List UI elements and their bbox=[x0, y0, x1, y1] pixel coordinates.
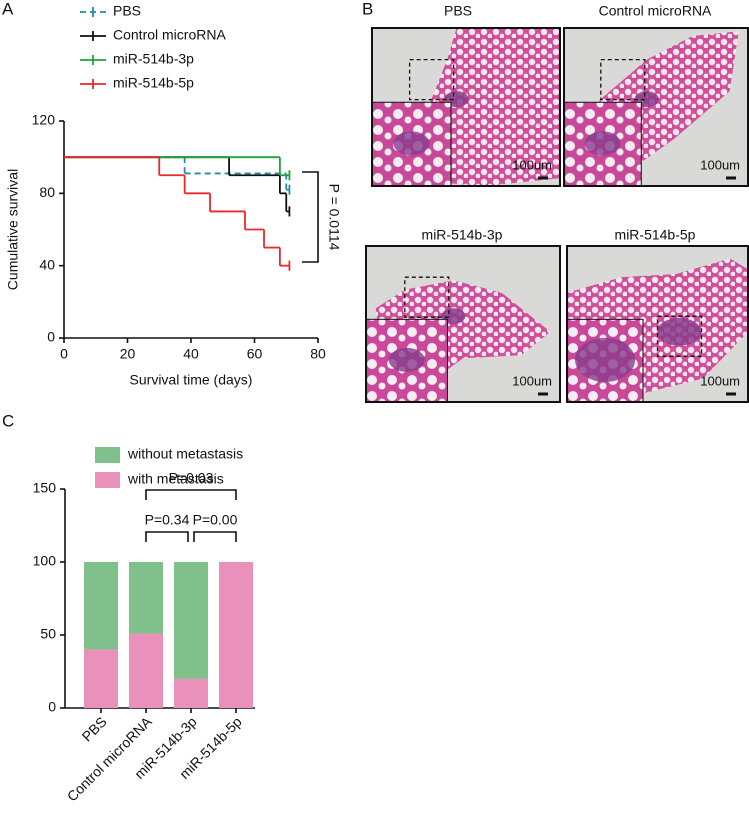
bar-segment bbox=[219, 562, 253, 708]
legend-label: with metastasis bbox=[127, 471, 224, 487]
zoom-box bbox=[600, 58, 646, 101]
x-tick-label: 60 bbox=[247, 346, 263, 362]
tumor-nodule bbox=[657, 317, 702, 346]
x-tick-label: 80 bbox=[310, 346, 326, 362]
image-border bbox=[365, 245, 561, 403]
histology-image: 100um bbox=[566, 245, 749, 403]
p-bracket bbox=[302, 171, 319, 263]
y-tick-label: 0 bbox=[48, 699, 56, 715]
bar-segment bbox=[174, 562, 208, 679]
legend-label: PBS bbox=[113, 3, 141, 19]
legend-label: without metastasis bbox=[127, 446, 243, 462]
scale-label: 100um bbox=[700, 373, 740, 388]
bar-segment bbox=[129, 633, 163, 708]
image-title: Control microRNA bbox=[599, 3, 712, 19]
bar-segment bbox=[129, 562, 163, 634]
image-border bbox=[371, 27, 561, 187]
legend-label: miR-514b-3p bbox=[113, 51, 194, 67]
inset-nodule bbox=[388, 347, 425, 372]
p-value: P = 0.0114 bbox=[326, 184, 342, 251]
scale-label: 100um bbox=[512, 373, 552, 388]
inset-nodule bbox=[584, 131, 621, 156]
bar-segment bbox=[84, 562, 118, 650]
histology-image: 100um bbox=[371, 27, 561, 187]
p-value: P=0.34 bbox=[145, 512, 190, 528]
p-bracket bbox=[145, 531, 189, 542]
p-bracket bbox=[193, 531, 237, 542]
zoom-box bbox=[408, 58, 455, 101]
zoom-box bbox=[656, 315, 703, 357]
image-title: miR-514b-5p bbox=[615, 227, 696, 243]
bar-segment bbox=[174, 678, 208, 708]
inset-nodule bbox=[393, 131, 430, 156]
x-tick-label: Control microRNA bbox=[64, 713, 156, 805]
x-tick-label: 40 bbox=[183, 346, 199, 362]
p-bracket bbox=[145, 489, 237, 500]
histology-image: 100um bbox=[563, 27, 749, 187]
panel-label: A bbox=[2, 0, 14, 18]
image-border bbox=[566, 245, 749, 403]
inset-nodule bbox=[575, 337, 636, 382]
scale-label: 100um bbox=[700, 157, 740, 172]
panel-label: C bbox=[2, 411, 14, 430]
legend-swatch bbox=[95, 472, 120, 488]
y-tick-label: 100 bbox=[33, 553, 57, 569]
y-tick-label: 40 bbox=[39, 256, 55, 272]
p-value: P=0.00 bbox=[193, 512, 238, 528]
y-tick-label: 120 bbox=[32, 112, 56, 128]
x-tick-label: 0 bbox=[60, 346, 68, 362]
y-tick-label: 80 bbox=[39, 184, 55, 200]
x-tick-label: 20 bbox=[120, 346, 136, 362]
scale-label: 100um bbox=[512, 157, 552, 172]
x-axis-label: Survival time (days) bbox=[130, 372, 253, 388]
zoom-box bbox=[404, 276, 450, 318]
p-value: P=0.03 bbox=[169, 470, 214, 486]
legend-label: miR-514b-5p bbox=[113, 75, 194, 91]
x-tick-label: PBS bbox=[79, 713, 110, 744]
legend-swatch bbox=[95, 447, 120, 463]
legend-label: Control microRNA bbox=[113, 27, 226, 43]
y-tick-label: 0 bbox=[47, 329, 55, 345]
y-tick-label: 150 bbox=[33, 480, 57, 496]
bar-segment bbox=[84, 649, 118, 708]
image-title: PBS bbox=[444, 3, 472, 19]
image-border bbox=[563, 27, 749, 187]
y-axis-label: Cumulative survival bbox=[5, 169, 21, 290]
histology-image: 100um bbox=[365, 245, 561, 403]
y-tick-label: 50 bbox=[40, 626, 56, 642]
image-title: miR-514b-3p bbox=[422, 227, 503, 243]
panel-label: B bbox=[362, 0, 373, 18]
